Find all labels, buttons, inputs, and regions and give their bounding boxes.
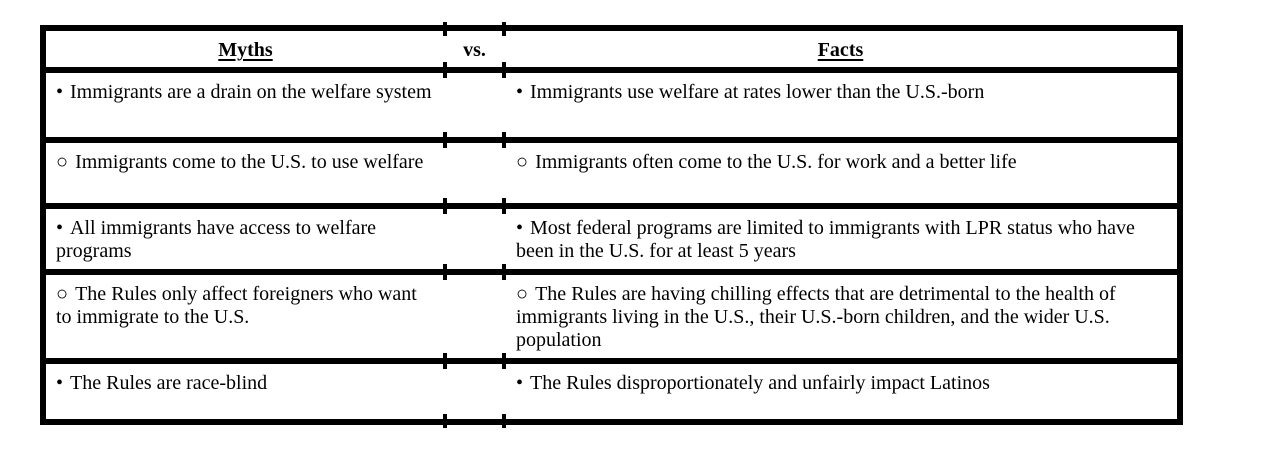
myth-text: Immigrants come to the U.S. to use welfa… [75,151,424,173]
vs-spacer [445,143,504,203]
fact-text: Immigrants often come to the U.S. for wo… [535,151,1017,173]
vs-spacer [445,364,504,419]
myth-cell: • All immigrants have access to welfare p… [46,209,445,269]
myths-facts-table: Myths vs. Facts • Immigrants are a drain … [40,22,1183,428]
vs-spacer [445,73,504,137]
vs-spacer [445,209,504,269]
bullet-icon: • [56,217,64,239]
fact-cell: ○ Immigrants often come to the U.S. for w… [504,143,1177,180]
bullet-icon: ○ [516,283,529,305]
bullet-icon: ○ [56,151,69,173]
facts-column-header: Facts [504,31,1177,65]
table-row: • The Rules are race-blind • The Rules dis… [46,353,1177,419]
bullet-icon: ○ [516,151,529,173]
myth-text: The Rules are race-blind [70,372,268,394]
vs-spacer [445,275,504,358]
myths-column-header: Myths [46,31,445,65]
bullet-icon: • [516,372,524,394]
fact-text: Most federal programs are limited to imm… [516,217,1135,262]
facts-header-label: Facts [817,39,864,61]
myth-text: Immigrants are a drain on the welfare sy… [70,81,432,103]
myths-header-label: Myths [218,39,273,61]
vs-label: vs. [463,39,486,61]
fact-text: The Rules are having chilling effects th… [516,283,1116,351]
fact-cell: • Most federal programs are limited to im… [504,209,1177,269]
bullet-icon: ○ [56,283,69,305]
table-header-row: Myths vs. Facts [46,22,1177,67]
myth-text: All immigrants have access to welfare pr… [56,217,377,262]
bullet-icon: • [56,372,64,394]
table-row: ○ Immigrants come to the U.S. to use welf… [46,132,1177,203]
myth-cell: • The Rules are race-blind [46,364,445,401]
myth-cell: • Immigrants are a drain on the welfare s… [46,73,445,110]
fact-cell: • Immigrants use welfare at rates lower t… [504,73,1177,110]
bullet-icon: • [516,217,524,239]
fact-text: Immigrants use welfare at rates lower th… [530,81,985,103]
myth-cell: ○ The Rules only affect foreigners who wa… [46,275,445,335]
myth-cell: ○ Immigrants come to the U.S. to use welf… [46,143,445,180]
table-row: • All immigrants have access to welfare p… [46,198,1177,269]
table-row: ○ The Rules only affect foreigners who wa… [46,264,1177,358]
fact-cell: ○ The Rules are having chilling effects t… [504,275,1177,358]
fact-cell: • The Rules disproportionately and unfair… [504,364,1177,401]
table-row: • Immigrants are a drain on the welfare s… [46,62,1177,137]
bullet-icon: • [516,81,524,103]
bullet-icon: • [56,81,64,103]
fact-text: The Rules disproportionately and unfairl… [530,372,990,394]
myth-text: The Rules only affect foreigners who wan… [56,283,417,328]
